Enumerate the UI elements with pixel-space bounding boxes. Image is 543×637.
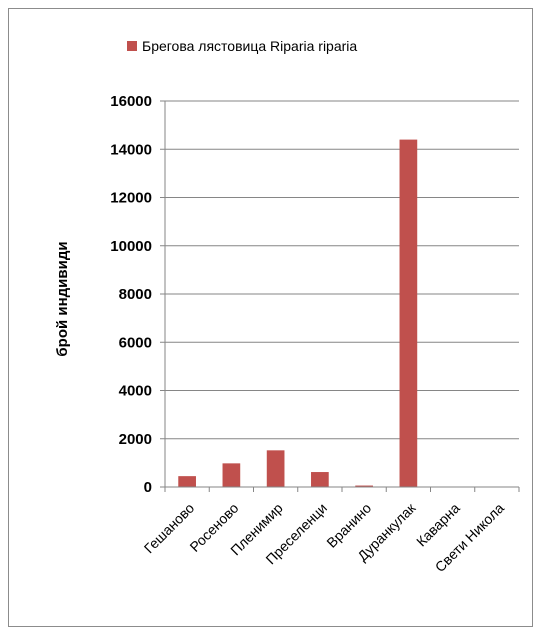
gridlines xyxy=(160,100,520,492)
x-tick-label: Гешаново xyxy=(141,500,198,557)
y-tick-label: 14000 xyxy=(110,141,152,158)
y-axis-label: брой индивиди xyxy=(54,241,71,356)
bar xyxy=(311,472,329,487)
x-tick-labels: ГешановоРосеновоПленимирПреселенциВранин… xyxy=(141,499,508,575)
y-tick-label: 8000 xyxy=(119,286,152,303)
bar xyxy=(266,450,285,487)
bar xyxy=(399,139,418,487)
y-tick-label: 12000 xyxy=(110,190,152,207)
y-tick-label: 16000 xyxy=(110,93,152,110)
bar-chart: Брегова лястовица Riparia riparia 0 2000 4… xyxy=(54,38,520,575)
y-tick-label: 0 xyxy=(144,479,152,496)
y-tick-label: 2000 xyxy=(119,431,152,448)
chart-frame: Брегова лястовица Riparia riparia 0 2000 4… xyxy=(8,8,533,627)
axes xyxy=(164,101,519,488)
legend-swatch xyxy=(127,41,137,51)
bar xyxy=(355,485,373,487)
bar xyxy=(178,476,196,487)
y-tick-labels: 0 2000 4000 6000 8000 10000 12000 14000 16000 xyxy=(110,93,152,496)
y-tick-label: 6000 xyxy=(119,334,152,351)
bar xyxy=(222,463,241,487)
legend-label: Брегова лястовица Riparia riparia xyxy=(142,38,357,54)
bars xyxy=(178,139,418,487)
y-tick-label: 10000 xyxy=(110,238,152,255)
y-tick-label: 4000 xyxy=(119,383,152,400)
legend: Брегова лястовица Riparia riparia xyxy=(127,38,357,54)
